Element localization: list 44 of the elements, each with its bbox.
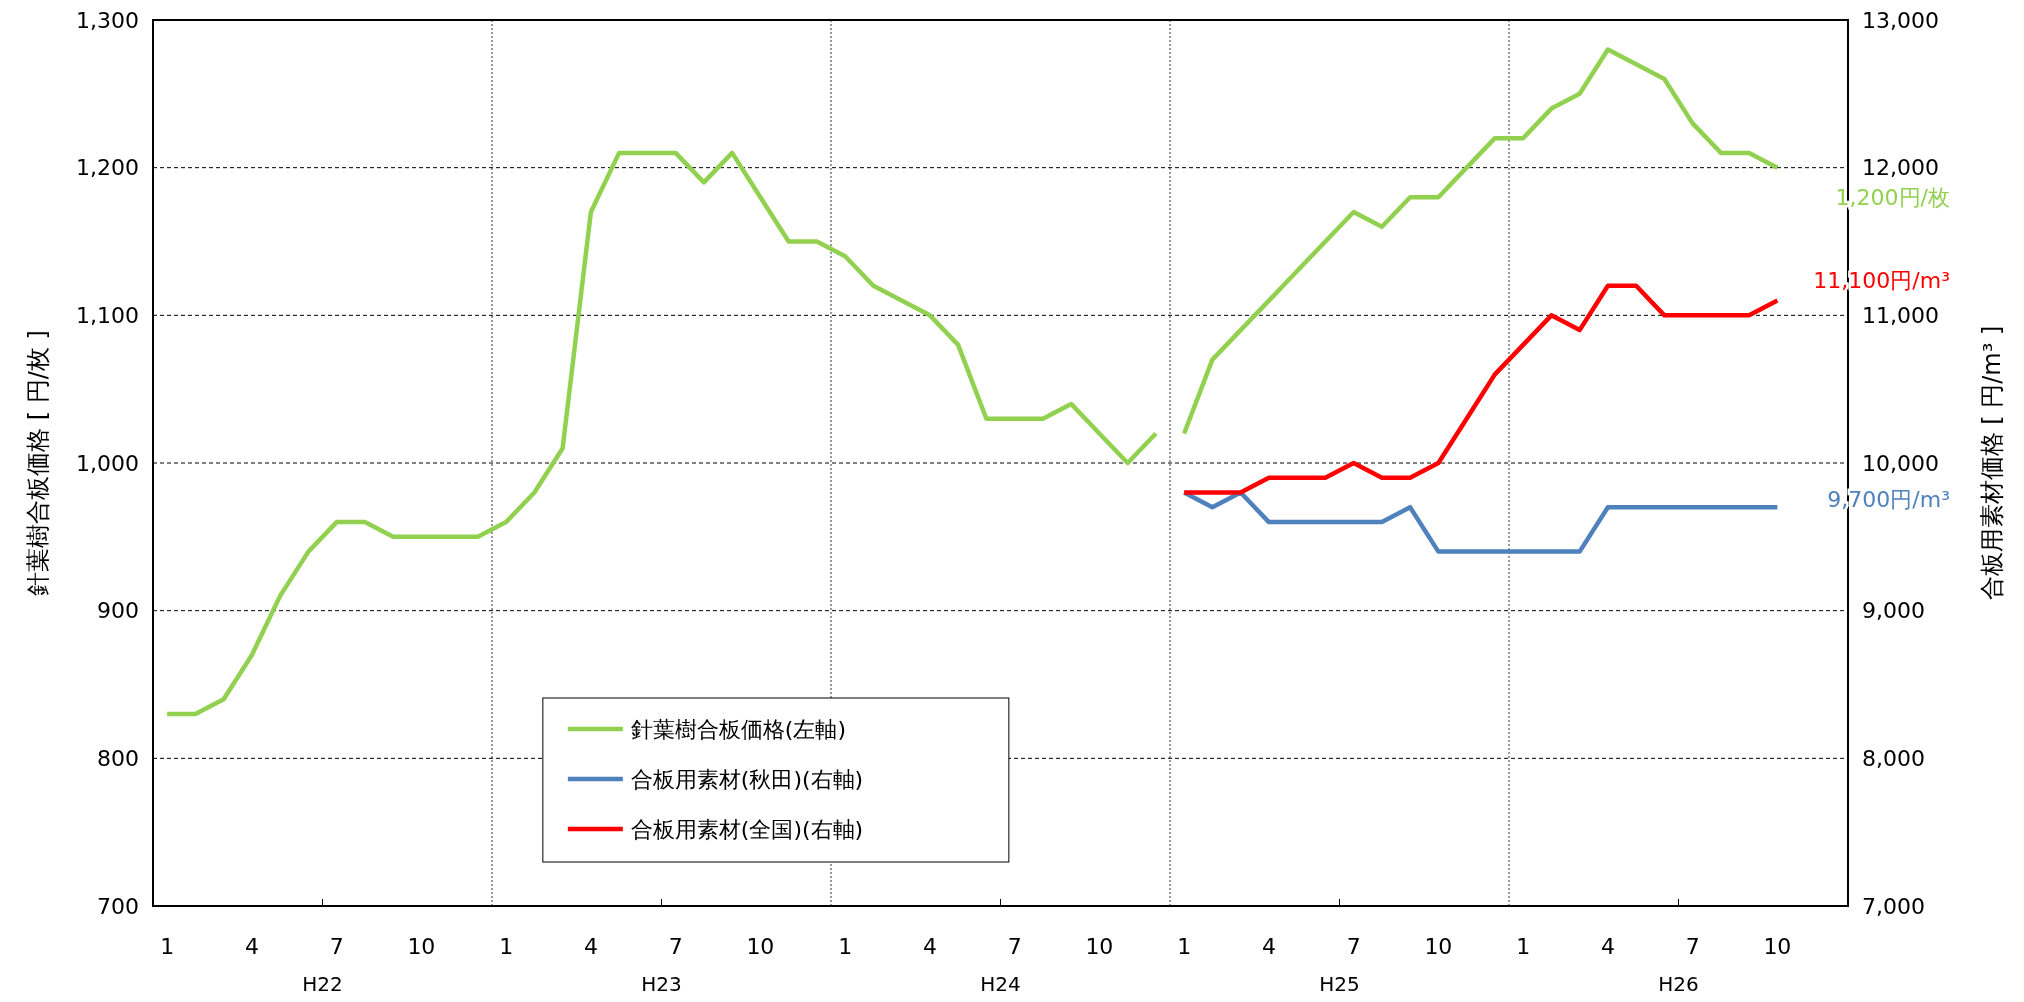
y-tick-label: 1,200 — [76, 155, 139, 181]
y2-tick-label: 10,000 — [1862, 450, 1939, 476]
x-tick-label: 4 — [1261, 933, 1276, 959]
y-tick-label: 1,300 — [76, 7, 139, 33]
x-tick-label: 4 — [583, 933, 598, 959]
legend-label: 合板用素材(全国)(右軸) — [630, 816, 864, 842]
x-tick-label: 1 — [499, 933, 514, 959]
y2-axis-title: 合板用素材価格 [ 円/m³ ] — [1978, 325, 2006, 601]
text: H22 — [302, 972, 343, 996]
x-tick-label: 1 — [1177, 933, 1192, 959]
x-tick-label: 1 — [1516, 933, 1531, 959]
text: H24 — [980, 972, 1021, 996]
y-tick-label: 1,000 — [76, 450, 139, 476]
x-tick-label: 1 — [160, 933, 175, 959]
text: H25 — [1319, 972, 1360, 996]
x-tick-label: 7 — [1346, 933, 1361, 959]
x-tick-label: 4 — [244, 933, 259, 959]
y2-tick-label: 12,000 — [1862, 155, 1939, 181]
y-axis-title: 針葉樹合板価格 [ 円/枚 ] — [24, 330, 52, 596]
y-tick-label: 800 — [97, 745, 139, 771]
x-tick-label: 7 — [668, 933, 683, 959]
y2-tick-label: 9,000 — [1862, 598, 1925, 624]
x-tick-label: 10 — [1763, 933, 1792, 959]
y2-tick-label: 11,000 — [1862, 302, 1939, 328]
legend-label: 針葉樹合板価格(左軸) — [630, 716, 847, 742]
text: H23 — [641, 972, 682, 996]
y2-tick-label: 13,000 — [1862, 7, 1939, 33]
legend-label: 合板用素材(秋田)(右軸) — [630, 766, 864, 792]
x-tick-label: 10 — [746, 933, 775, 959]
y2-tick-label: 8,000 — [1862, 745, 1925, 771]
x-tick-label: 4 — [1600, 933, 1615, 959]
y2-tick-label: 7,000 — [1862, 893, 1925, 919]
x-tick-label: 7 — [1685, 933, 1700, 959]
x-tick-label: 7 — [329, 933, 344, 959]
y-tick-label: 900 — [97, 598, 139, 624]
y-tick-label: 700 — [97, 893, 139, 919]
x-tick-label: 7 — [1007, 933, 1022, 959]
y-tick-label: 1,100 — [76, 302, 139, 328]
x-tick-label: 4 — [922, 933, 937, 959]
x-tick-label: 1 — [838, 933, 853, 959]
x-tick-label: 10 — [407, 933, 436, 959]
x-tick-label: 10 — [1424, 933, 1453, 959]
x-tick-label: 10 — [1085, 933, 1114, 959]
text: H26 — [1658, 972, 1699, 996]
